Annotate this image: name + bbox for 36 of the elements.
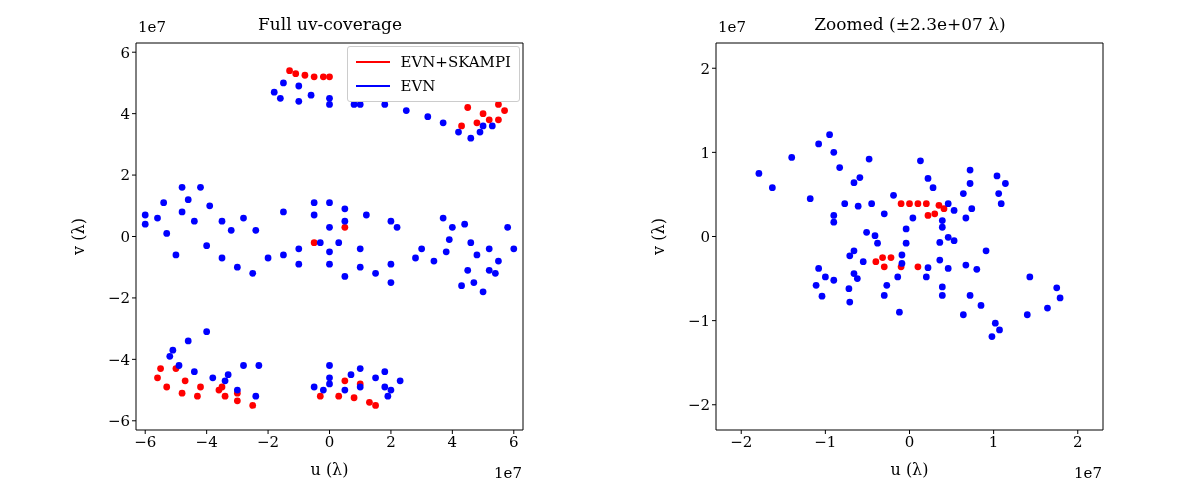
text: 1e7 [494, 464, 522, 482]
x-tick-label: 2 [386, 432, 396, 451]
x-tick-label: −1 [814, 432, 837, 451]
x-tick-label: −2 [730, 432, 753, 451]
y-tick-label: 2 [700, 59, 710, 78]
y-tick-label: 2 [120, 166, 130, 185]
chart-title: Zoomed (±2.3e+07 λ) [814, 14, 1006, 34]
x-tick-label: 2 [1072, 432, 1083, 451]
x-tick-label: −2 [257, 432, 280, 451]
y-tick-label: 6 [120, 43, 130, 62]
x-tick-label: 4 [447, 432, 458, 451]
x-tick-label: 6 [509, 432, 519, 451]
x-axis-title: u (λ) [890, 460, 929, 479]
x-tick-label: 0 [904, 432, 915, 451]
text: 1e7 [138, 18, 166, 36]
x-axis-title: u (λ) [310, 460, 349, 479]
text: 1e7 [718, 18, 746, 36]
y-tick-label: 0 [120, 227, 130, 246]
y-axis-title: v (λ) [68, 218, 88, 256]
legend-label: EVN+SKAMPI [400, 52, 511, 73]
legend-label: EVN [400, 76, 436, 97]
x-tick-label: −6 [134, 432, 157, 451]
chart-title: Full uv-coverage [258, 14, 402, 34]
y-tick-label: 1 [700, 143, 710, 162]
y-axis-title: v (λ) [648, 218, 668, 256]
x-tick-label: −4 [195, 432, 218, 451]
y-tick-label: 0 [700, 227, 710, 246]
y-tick-label: −2 [107, 289, 130, 308]
y-tick-label: −2 [687, 396, 710, 415]
y-tick-label: −4 [107, 350, 130, 369]
y-tick-label: 4 [120, 104, 130, 123]
y-tick-label: −6 [107, 412, 130, 431]
text: 1e7 [1074, 464, 1102, 482]
y-tick-label: −1 [687, 311, 710, 330]
x-tick-label: 1 [988, 432, 999, 451]
x-tick-label: 0 [324, 432, 335, 451]
